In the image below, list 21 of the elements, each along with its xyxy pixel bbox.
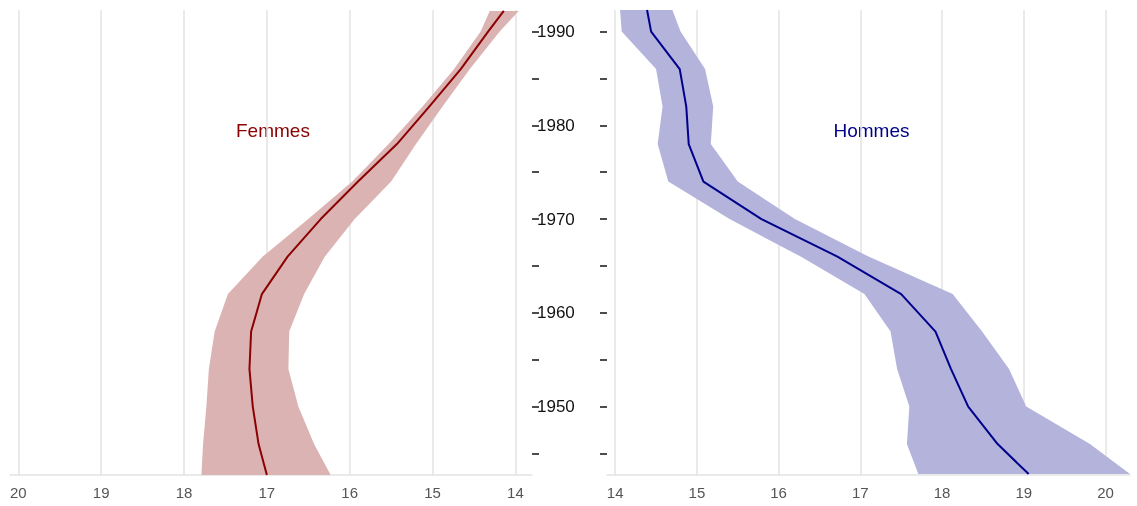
x-tick-label: 20: [1097, 484, 1114, 501]
x-tick-label: 18: [933, 484, 951, 501]
text: Hommes: [833, 120, 910, 142]
x-tick-label: 19: [1015, 484, 1033, 501]
y-tick-label: 1990: [537, 22, 575, 42]
y-tick-label: 1970: [537, 209, 575, 229]
x-tick-label: 16: [341, 484, 359, 501]
x-tick-label: 19: [92, 484, 110, 501]
x-tick-label: 14: [606, 484, 624, 501]
x-tick-label: 18: [175, 484, 193, 501]
y-tick-label: 1980: [537, 115, 575, 135]
y-tick-label: 1950: [537, 397, 575, 417]
x-tick-label: 15: [688, 484, 706, 501]
x-tick-label: 14: [507, 484, 524, 501]
text: Femmes: [236, 120, 310, 142]
x-tick-label: 17: [851, 484, 869, 501]
x-tick-label: 15: [424, 484, 441, 501]
x-tick-label: 17: [258, 484, 276, 501]
x-tick-label: 20: [9, 484, 27, 501]
x-tick-label: 16: [770, 484, 787, 501]
y-tick-label: 1960: [537, 303, 575, 323]
